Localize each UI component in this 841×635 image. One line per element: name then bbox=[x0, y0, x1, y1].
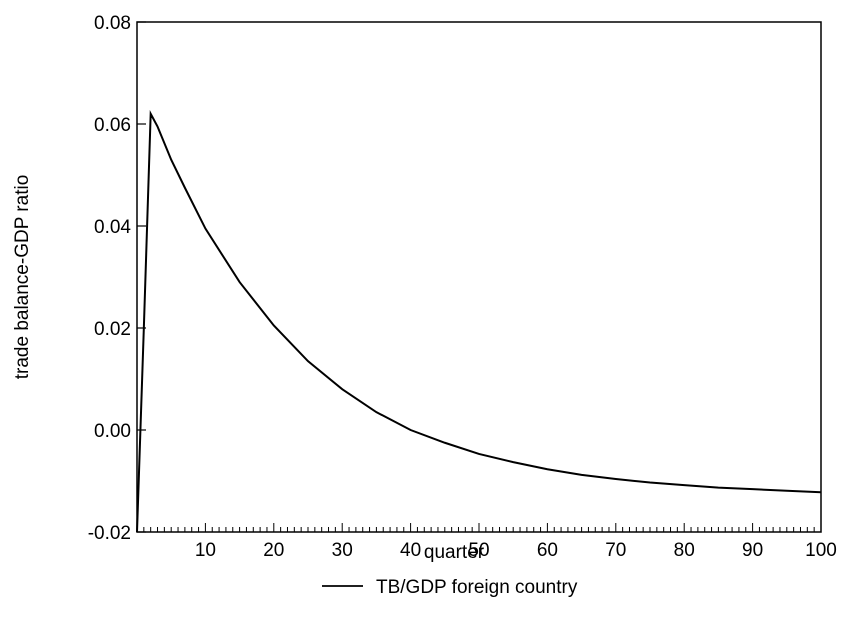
x-axis-title: quarter bbox=[424, 542, 485, 563]
y-tick-label: 0.02 bbox=[94, 319, 131, 340]
y-tick-label: -0.02 bbox=[88, 523, 131, 544]
y-tick-label: 0.06 bbox=[94, 115, 131, 136]
x-tick-label: 90 bbox=[742, 540, 763, 561]
x-tick-label: 40 bbox=[400, 540, 421, 561]
legend: TB/GDP foreign country bbox=[322, 577, 578, 598]
x-tick-label: 10 bbox=[195, 540, 216, 561]
y-tick-label: 0.08 bbox=[94, 13, 131, 34]
x-tick-label: 50 bbox=[468, 540, 489, 561]
series-line-tb-gdp bbox=[136, 110, 822, 533]
legend-label: TB/GDP foreign country bbox=[376, 577, 578, 598]
y-tick-label: 0.00 bbox=[94, 421, 131, 442]
x-tick-label: 80 bbox=[674, 540, 695, 561]
x-tick-label: 60 bbox=[537, 540, 558, 561]
y-axis-ticks: 0.08 0.06 0.04 0.02 0.00 -0.02 bbox=[88, 13, 146, 544]
plot-frame bbox=[136, 21, 822, 533]
x-tick-label: 30 bbox=[332, 540, 353, 561]
x-tick-label: 70 bbox=[605, 540, 626, 561]
y-tick-label: 0.04 bbox=[94, 217, 131, 238]
x-axis-ticks: 10 20 30 40 50 60 70 80 90 100 bbox=[143, 523, 837, 561]
y-axis-title: trade balance-GDP ratio bbox=[12, 175, 33, 380]
x-tick-label: 100 bbox=[805, 540, 837, 561]
x-tick-label: 20 bbox=[263, 540, 284, 561]
